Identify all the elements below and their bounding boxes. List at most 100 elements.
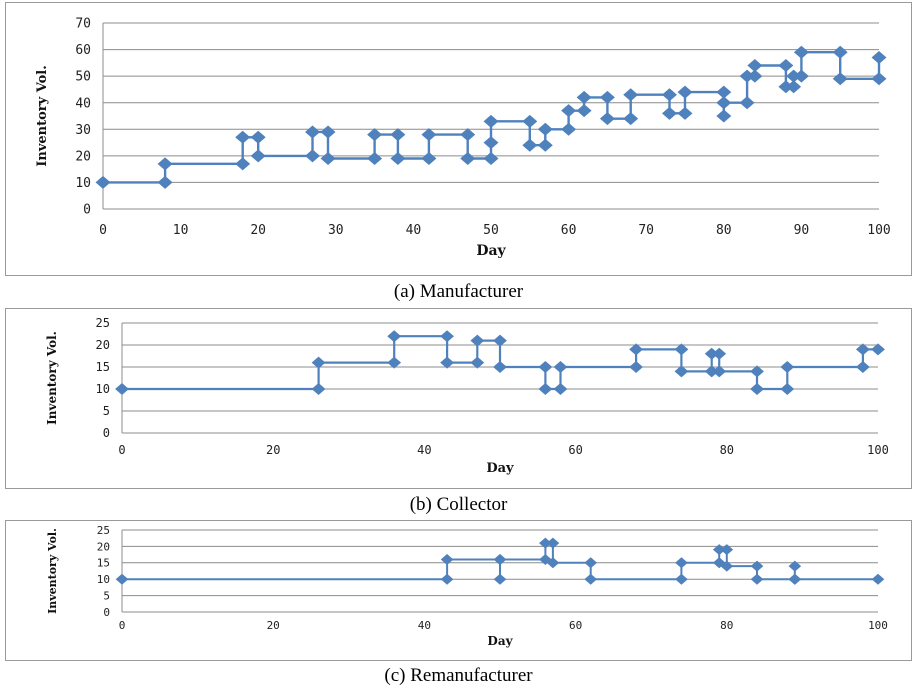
manufacturer-chart-panel: 0 10 20 30 40 50 60 70 0 10 20 30 40 50 60 70 80 90 100 Day… bbox=[5, 2, 912, 276]
collector-data-point bbox=[470, 356, 485, 369]
collector-data-point bbox=[553, 383, 568, 395]
collector-y-tick-label: 20 bbox=[96, 338, 110, 352]
manufacturer-data-point bbox=[677, 85, 693, 99]
manufacturer-data-point bbox=[390, 128, 406, 142]
collector-chart: 0 5 10 15 20 25 0 20 40 60 80 100 Day Inventory Vol. bbox=[45, 316, 889, 476]
remanufacturer-data-point bbox=[115, 573, 129, 585]
remanufacturer-y-tick-label: 10 bbox=[97, 573, 110, 586]
manufacturer-x-tick-label: 30 bbox=[328, 223, 344, 238]
manufacturer-data-point bbox=[320, 125, 336, 139]
collector-x-tick-label: 100 bbox=[867, 443, 889, 457]
manufacturer-data-point bbox=[250, 149, 266, 163]
manufacturer-x-tick-label: 0 bbox=[99, 223, 107, 238]
collector-data-point bbox=[115, 383, 129, 395]
remanufacturer-data-point bbox=[675, 557, 688, 569]
manufacturer-data-point bbox=[623, 88, 639, 102]
remanufacturer-chart: 0 5 10 15 20 25 0 20 40 60 80 100 Day Inventory Vol. bbox=[46, 524, 888, 648]
collector-x-tick-label: 20 bbox=[266, 443, 280, 457]
remanufacturer-data-point bbox=[493, 554, 507, 566]
manufacturer-data-point bbox=[250, 130, 266, 144]
collector-y-tick-label: 15 bbox=[96, 360, 110, 374]
manufacturer-y-tick-label: 10 bbox=[75, 176, 91, 191]
collector-data-point bbox=[674, 365, 689, 378]
collector-y-tick-label: 25 bbox=[96, 316, 110, 330]
manufacturer-data-point bbox=[537, 122, 553, 136]
remanufacturer-data-point bbox=[546, 557, 560, 569]
manufacturer-data-point bbox=[460, 152, 476, 166]
manufacturer-caption: (a) Manufacturer bbox=[393, 281, 524, 302]
manufacturer-data-point bbox=[716, 109, 732, 123]
manufacturer-x-tick-label: 70 bbox=[638, 223, 654, 238]
remanufacturer-data-point bbox=[750, 573, 764, 585]
collector-data-point bbox=[311, 356, 326, 369]
collector-data-point bbox=[493, 334, 507, 347]
remanufacturer-y-tick-label: 20 bbox=[97, 540, 110, 553]
manufacturer-data-point bbox=[716, 96, 732, 110]
manufacturer-x-tick-label: 50 bbox=[483, 223, 499, 238]
remanufacturer-x-tick-label: 40 bbox=[418, 619, 431, 632]
collector-data-point bbox=[712, 365, 727, 378]
collector-data-point bbox=[712, 347, 727, 360]
collector-data-point bbox=[871, 343, 885, 356]
manufacturer-data-point bbox=[576, 104, 592, 118]
manufacturer-data-point bbox=[320, 152, 336, 166]
collector-data-point bbox=[780, 361, 795, 373]
manufacturer-y-tick-label: 70 bbox=[75, 17, 91, 32]
remanufacturer-y-axis-label: Inventory Vol. bbox=[46, 528, 59, 614]
manufacturer-x-axis-label: Day bbox=[476, 243, 506, 259]
manufacturer-x-tick-label: 20 bbox=[250, 223, 266, 238]
remanufacturer-data-point bbox=[750, 560, 764, 572]
manufacturer-data-point bbox=[786, 69, 802, 83]
manufacturer-data-point bbox=[561, 104, 577, 118]
manufacturer-data-point bbox=[421, 152, 437, 166]
manufacturer-y-axis-label: Inventory Vol. bbox=[35, 65, 50, 166]
collector-data-point bbox=[493, 361, 507, 373]
remanufacturer-data-point bbox=[493, 573, 507, 585]
remanufacturer-data-point bbox=[440, 554, 454, 566]
manufacturer-data-point bbox=[786, 80, 802, 94]
collector-data-point bbox=[750, 383, 764, 395]
collector-y-axis-label: Inventory Vol. bbox=[45, 331, 59, 425]
manufacturer-x-tick-label: 100 bbox=[867, 223, 890, 238]
collector-data-point bbox=[674, 343, 689, 356]
manufacturer-data-point bbox=[561, 122, 577, 136]
manufacturer-data-point bbox=[778, 59, 794, 73]
manufacturer-data-point bbox=[576, 90, 592, 104]
collector-data-point bbox=[311, 383, 326, 395]
manufacturer-data-point bbox=[390, 152, 406, 166]
manufacturer-data-point bbox=[367, 152, 383, 166]
collector-y-tick-label: 10 bbox=[96, 382, 110, 396]
manufacturer-data-point bbox=[871, 72, 887, 86]
manufacturer-data-point bbox=[95, 175, 111, 189]
collector-data-point bbox=[704, 365, 719, 378]
remanufacturer-y-tick-label: 25 bbox=[97, 524, 110, 537]
remanufacturer-x-tick-label: 60 bbox=[569, 619, 582, 632]
manufacturer-data-point bbox=[739, 96, 755, 110]
remanufacturer-y-tick-label: 0 bbox=[103, 606, 110, 619]
manufacturer-y-tick-label: 50 bbox=[75, 70, 91, 85]
manufacturer-data-point bbox=[305, 149, 320, 163]
collector-y-tick-label: 5 bbox=[103, 404, 110, 418]
remanufacturer-data-point bbox=[712, 544, 726, 556]
remanufacturer-x-tick-label: 0 bbox=[119, 619, 126, 632]
remanufacturer-data-point bbox=[584, 557, 598, 569]
manufacturer-data-point bbox=[157, 157, 173, 171]
manufacturer-data-point bbox=[537, 138, 553, 152]
collector-data-point bbox=[538, 383, 553, 395]
collector-y-tick-label: 0 bbox=[103, 426, 110, 440]
remanufacturer-data-point bbox=[539, 537, 552, 549]
manufacturer-data-point bbox=[305, 125, 320, 139]
remanufacturer-caption: (c) Remanufacturer bbox=[384, 665, 533, 686]
manufacturer-data-point bbox=[623, 112, 639, 126]
manufacturer-y-tick-label: 0 bbox=[83, 203, 91, 218]
manufacturer-data-point bbox=[677, 106, 693, 120]
manufacturer-data-point bbox=[599, 90, 615, 104]
manufacturer-chart: 0 10 20 30 40 50 60 70 0 10 20 30 40 50 60 70 80 90 100 Day… bbox=[35, 17, 891, 259]
remanufacturer-data-point bbox=[788, 560, 802, 572]
collector-data-point bbox=[780, 383, 795, 395]
manufacturer-x-tick-label: 10 bbox=[173, 223, 189, 238]
collector-data-point bbox=[440, 330, 454, 343]
remanufacturer-x-tick-label: 20 bbox=[267, 619, 280, 632]
manufacturer-data-point bbox=[483, 114, 499, 128]
manufacturer-data-point bbox=[483, 152, 499, 166]
